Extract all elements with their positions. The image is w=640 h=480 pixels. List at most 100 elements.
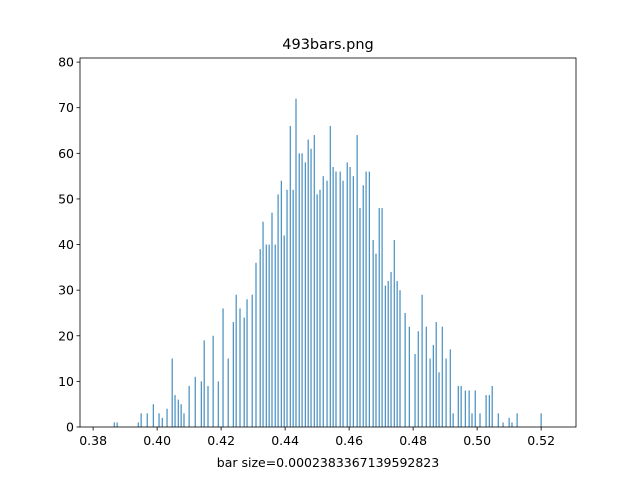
- x-tick-label: 0.40: [143, 433, 171, 448]
- y-tick-label: 40: [58, 237, 74, 252]
- bar: [174, 395, 176, 427]
- bar: [408, 326, 410, 427]
- x-tick-label: 0.50: [463, 433, 491, 448]
- bar: [339, 171, 341, 427]
- bar: [227, 358, 229, 427]
- bar: [540, 413, 542, 427]
- bar: [265, 244, 267, 427]
- bar: [286, 189, 288, 427]
- bar: [243, 317, 245, 427]
- bar: [511, 422, 513, 427]
- bar: [259, 249, 261, 427]
- bar: [508, 417, 510, 427]
- bar: [468, 390, 470, 427]
- bar: [349, 167, 351, 427]
- bar: [140, 413, 142, 427]
- bar: [435, 322, 437, 427]
- bar: [251, 294, 253, 427]
- bar: [319, 189, 321, 427]
- y-tick-label: 80: [58, 55, 74, 70]
- bar: [177, 399, 179, 427]
- bar: [316, 194, 318, 427]
- bar: [283, 235, 285, 427]
- bar: [292, 189, 294, 427]
- bar: [390, 271, 392, 427]
- bar: [368, 171, 370, 427]
- bar: [399, 290, 401, 427]
- bar: [207, 385, 209, 427]
- bar: [180, 404, 182, 427]
- bar: [346, 162, 348, 427]
- bar: [393, 239, 395, 427]
- bar: [352, 176, 354, 427]
- bar: [460, 385, 462, 427]
- bar: [452, 413, 454, 427]
- bar: [432, 344, 434, 427]
- bar: [464, 390, 466, 427]
- bar: [289, 125, 291, 428]
- bar: [146, 413, 148, 427]
- bar: [235, 294, 237, 427]
- bar: [203, 340, 205, 427]
- bar: [329, 125, 331, 428]
- bar: [222, 308, 224, 427]
- bar: [116, 422, 118, 427]
- bar: [381, 208, 383, 427]
- y-tick-label: 50: [58, 191, 74, 206]
- plot-frame: [79, 57, 577, 428]
- bar: [188, 385, 190, 427]
- bar: [404, 312, 406, 427]
- bar: [441, 326, 443, 427]
- bar: [396, 281, 398, 427]
- bar: [183, 413, 185, 427]
- bar: [488, 395, 490, 427]
- bar: [326, 180, 328, 427]
- bar: [356, 135, 358, 428]
- bar: [425, 326, 427, 427]
- bar: [277, 194, 279, 427]
- bar: [474, 390, 476, 427]
- bar: [200, 381, 202, 427]
- bar: [307, 139, 309, 427]
- x-tick-label: 0.52: [527, 433, 555, 448]
- bar: [497, 413, 499, 427]
- bar: [417, 331, 419, 427]
- bar: [301, 153, 303, 427]
- y-tick-label: 0: [66, 420, 74, 435]
- bar: [471, 413, 473, 427]
- x-tick-label: 0.38: [79, 433, 107, 448]
- bar: [194, 376, 196, 427]
- bar: [304, 162, 306, 427]
- bar: [429, 358, 431, 427]
- x-axis-label: bar size=0.0002383367139592823: [217, 455, 439, 470]
- bar: [378, 208, 380, 427]
- bar: [262, 221, 264, 427]
- bar: [171, 358, 173, 427]
- bar: [158, 413, 160, 427]
- bar: [485, 395, 487, 427]
- bar: [438, 372, 440, 427]
- bar: [268, 244, 270, 427]
- bar: [375, 253, 377, 427]
- y-tick-label: 20: [58, 328, 74, 343]
- bar: [166, 408, 168, 427]
- bar: [310, 148, 312, 427]
- bar: [232, 322, 234, 427]
- x-tick-label: 0.44: [271, 433, 299, 448]
- bar: [113, 422, 115, 427]
- bar: [372, 239, 374, 427]
- bar: [445, 358, 447, 427]
- bar: [365, 171, 367, 427]
- bar: [342, 180, 344, 427]
- x-tick-label: 0.46: [335, 433, 363, 448]
- bar: [298, 153, 300, 427]
- bar: [387, 281, 389, 427]
- y-tick-label: 30: [58, 283, 74, 298]
- bar: [414, 354, 416, 427]
- bar: [516, 413, 518, 427]
- bar: [217, 381, 219, 427]
- chart-title: 493bars.png: [282, 37, 374, 53]
- bar: [479, 413, 481, 427]
- bar: [246, 299, 248, 427]
